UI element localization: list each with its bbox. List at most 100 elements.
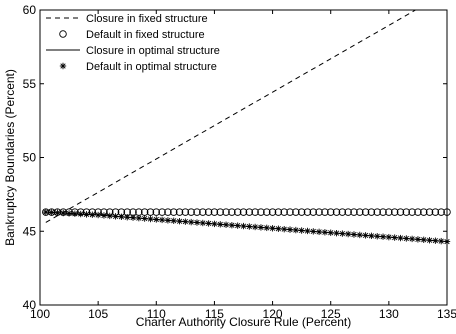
data-point bbox=[408, 235, 416, 243]
star-stroke bbox=[392, 234, 398, 241]
data-point bbox=[432, 237, 439, 244]
star-stroke bbox=[380, 234, 386, 240]
data-point bbox=[153, 216, 160, 223]
data-point bbox=[147, 215, 154, 223]
data-point bbox=[426, 237, 433, 244]
data-point bbox=[234, 222, 241, 229]
data-point bbox=[286, 226, 294, 233]
star-stroke bbox=[345, 231, 351, 237]
star-stroke bbox=[339, 230, 345, 237]
data-point bbox=[141, 215, 148, 222]
data-point bbox=[211, 220, 218, 228]
legend-swatch bbox=[59, 62, 67, 70]
star-stroke bbox=[66, 210, 72, 217]
x-tick-label: 125 bbox=[321, 307, 341, 321]
data-point bbox=[379, 208, 387, 216]
legend-item: Closure in fixed structure bbox=[46, 13, 208, 25]
data-point bbox=[268, 208, 277, 216]
data-point bbox=[164, 208, 172, 216]
star-stroke bbox=[171, 218, 177, 224]
data-point bbox=[281, 225, 288, 233]
star-stroke bbox=[269, 225, 276, 231]
star-stroke bbox=[43, 209, 49, 215]
data-point bbox=[118, 213, 125, 220]
data-point bbox=[222, 221, 230, 228]
star-stroke bbox=[217, 221, 223, 227]
data-point bbox=[326, 208, 335, 216]
closure-fixed-line bbox=[45, 9, 416, 223]
data-point bbox=[344, 230, 352, 238]
data-point bbox=[420, 236, 427, 244]
data-point bbox=[181, 208, 190, 216]
x-axis-label: Charter Authority Closure Rule (Percent) bbox=[136, 315, 351, 329]
star-stroke bbox=[54, 210, 61, 216]
star-stroke bbox=[374, 233, 380, 239]
data-point bbox=[164, 217, 172, 224]
x-tick-label: 120 bbox=[263, 307, 283, 321]
star-stroke bbox=[264, 225, 270, 231]
data-point bbox=[175, 208, 184, 216]
data-point bbox=[54, 209, 61, 216]
star-stroke bbox=[293, 227, 299, 233]
series-layer bbox=[42, 9, 451, 245]
legend: Closure in fixed structure Default in fix… bbox=[46, 13, 220, 73]
data-point bbox=[239, 208, 248, 216]
data-point bbox=[222, 208, 230, 216]
data-point bbox=[228, 208, 236, 216]
data-point bbox=[182, 218, 189, 225]
star-stroke bbox=[130, 215, 136, 221]
data-point bbox=[303, 208, 312, 216]
data-point bbox=[367, 208, 376, 216]
data-point bbox=[350, 208, 358, 216]
legend-label: Default in optimal structure bbox=[86, 61, 217, 73]
data-point bbox=[158, 216, 166, 224]
star-stroke bbox=[357, 232, 363, 238]
data-point bbox=[385, 233, 393, 241]
data-point bbox=[146, 208, 155, 216]
star-stroke bbox=[362, 232, 369, 239]
star-stroke bbox=[142, 215, 148, 222]
data-point bbox=[135, 214, 143, 222]
data-point bbox=[350, 231, 358, 238]
star-stroke bbox=[112, 213, 119, 219]
data-point bbox=[374, 233, 381, 240]
star-stroke bbox=[153, 216, 159, 223]
x-tick-label: 105 bbox=[88, 307, 108, 321]
star-stroke bbox=[299, 227, 305, 234]
data-point bbox=[344, 208, 352, 216]
star-stroke bbox=[182, 219, 188, 225]
data-point bbox=[187, 208, 195, 216]
star-stroke bbox=[118, 214, 125, 220]
star-stroke bbox=[426, 237, 433, 243]
data-point bbox=[275, 225, 282, 232]
data-point bbox=[152, 208, 161, 216]
star-stroke bbox=[78, 211, 84, 217]
data-point bbox=[437, 208, 445, 216]
star-stroke bbox=[107, 213, 113, 219]
data-point bbox=[205, 220, 212, 227]
data-point bbox=[187, 218, 195, 226]
data-point bbox=[315, 228, 323, 236]
data-point bbox=[403, 235, 410, 242]
star-stroke bbox=[351, 231, 357, 238]
star-stroke bbox=[229, 222, 235, 228]
data-point bbox=[309, 208, 318, 216]
star-stroke bbox=[240, 223, 247, 229]
data-point bbox=[170, 217, 177, 224]
star-stroke bbox=[409, 236, 415, 242]
star-stroke bbox=[322, 229, 328, 235]
data-point bbox=[216, 208, 224, 216]
legend-label: Closure in optimal structure bbox=[86, 45, 220, 57]
data-point bbox=[425, 208, 434, 216]
data-point bbox=[274, 208, 283, 216]
star-stroke bbox=[310, 228, 316, 235]
y-axis-label: Bankruptcy Boundaries (Percent) bbox=[3, 69, 17, 246]
legend-swatch bbox=[59, 30, 67, 38]
data-point bbox=[77, 210, 84, 218]
star-stroke bbox=[333, 230, 340, 236]
data-point bbox=[310, 228, 317, 235]
x-tick-label: 130 bbox=[379, 307, 399, 321]
star-stroke bbox=[368, 233, 375, 239]
star-stroke bbox=[159, 217, 165, 223]
data-point bbox=[332, 208, 341, 216]
